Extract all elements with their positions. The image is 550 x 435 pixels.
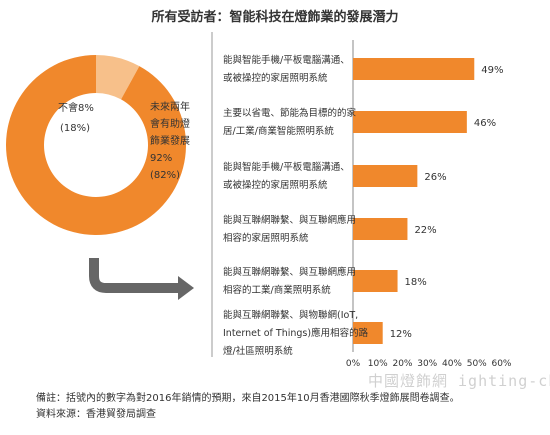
category-label-0-line-1: 或被操控的家居照明系統 bbox=[223, 72, 328, 84]
bar-value-label-5: 12% bbox=[390, 329, 412, 340]
donut-label-0: 不會8% bbox=[58, 101, 94, 114]
x-tick-label-4: 40% bbox=[442, 359, 462, 369]
bar-3 bbox=[353, 218, 408, 240]
category-label-5-line-0: 能與互聯網聯繫、與物聯網(IoT, bbox=[223, 309, 358, 321]
category-label-2-line-1: 或被操控的家居照明系統 bbox=[223, 179, 328, 191]
donut-slice-1 bbox=[5, 55, 186, 236]
donut-pct-label-0: (18%) bbox=[60, 123, 90, 134]
bar-chart: 49% 能與智能手機/平板電腦溝通、或被操控的家居照明系統 46% 主要以省電、節能為… bbox=[223, 40, 512, 369]
donut-label-1-line-4: (82%) bbox=[150, 170, 180, 181]
bar-1 bbox=[353, 111, 467, 133]
category-label-4-line-1: 相容的工業/商業照明系統 bbox=[223, 284, 331, 296]
note-remark: 備註：括號內的數字為對2016年銷情的預期，來自2015年10月香港國際秋季燈飾… bbox=[36, 393, 460, 404]
category-label-5-line-1: Internet of Things)應用相容的路 bbox=[223, 327, 369, 339]
x-tick-label-2: 20% bbox=[392, 359, 412, 369]
category-label-1-line-0: 主要以省電、節能為目標的的家 bbox=[223, 107, 357, 119]
bar-5 bbox=[353, 322, 383, 344]
arrow-icon bbox=[89, 258, 194, 300]
bar-value-label-1: 46% bbox=[474, 118, 496, 129]
bar-4 bbox=[353, 270, 398, 292]
page-title: 所有受訪者：智能科技在燈飾業的發展潛力 bbox=[151, 10, 399, 25]
donut-slice-0 bbox=[96, 55, 140, 100]
x-tick-label-0: 0% bbox=[346, 359, 361, 369]
note-source: 資料來源：香港貿發局調查 bbox=[36, 409, 156, 420]
x-tick-label-3: 30% bbox=[417, 359, 437, 369]
category-label-1-line-1: 居/工業/商業智能照明系統 bbox=[223, 125, 334, 137]
x-tick-label-1: 10% bbox=[368, 359, 388, 369]
bar-value-label-4: 18% bbox=[405, 277, 427, 288]
notes: 備註：括號內的數字為對2016年銷情的預期，來自2015年10月香港國際秋季燈飾… bbox=[36, 391, 536, 423]
category-label-3-line-0: 能與互聯網聯繫、與互聯網應用 bbox=[223, 214, 356, 226]
x-tick-label-5: 50% bbox=[467, 359, 487, 369]
donut-label-1-line-2: 飾業發展 bbox=[150, 134, 190, 147]
bar-value-label-3: 22% bbox=[414, 225, 436, 236]
bar-value-label-0: 49% bbox=[481, 65, 503, 76]
category-label-4-line-0: 能與互聯網聯繫、與互聯網應用 bbox=[223, 266, 356, 278]
watermark: 中國燈飾網 ighting-china bbox=[368, 372, 550, 390]
category-label-3-line-1: 相容的家居照明系統 bbox=[223, 232, 309, 244]
category-label-2-line-0: 能與智能手機/平板電腦溝通、 bbox=[223, 161, 350, 173]
donut-label-1-line-1: 會有助燈 bbox=[150, 117, 190, 130]
bar-value-label-2: 26% bbox=[424, 172, 446, 183]
donut-label-1-line-0: 未來兩年 bbox=[150, 100, 190, 113]
category-label-0-line-0: 能與智能手機/平板電腦溝通、 bbox=[223, 54, 350, 66]
bar-2 bbox=[353, 165, 418, 187]
x-tick-label-6: 60% bbox=[491, 359, 511, 369]
donut-label-1-line-3: 92% bbox=[150, 153, 172, 164]
category-label-5-line-2: 燈/社區照明系統 bbox=[223, 345, 293, 357]
bar-0 bbox=[353, 58, 475, 80]
